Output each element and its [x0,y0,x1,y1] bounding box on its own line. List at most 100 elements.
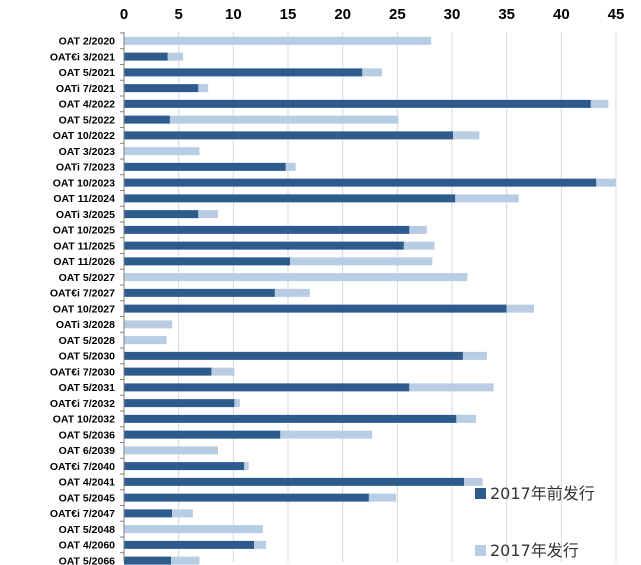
bar-segment-2017 [172,509,193,518]
bar-segment-pre2017 [124,556,172,565]
bar-segment-2017 [285,162,296,171]
bar-segment-2017 [124,273,468,282]
category-label: OAT 5/2031 [59,382,116,394]
bar-segment-2017 [403,241,435,250]
bar-segment-pre2017 [124,288,275,297]
bar-segment-pre2017 [124,241,404,250]
category-label: OATi 7/2023 [56,162,115,174]
bar-segment-2017 [124,525,263,534]
bar-segment-2017 [254,540,267,549]
legend-label-pre2017: 2017年前发行 [490,484,595,503]
bar-segment-pre2017 [124,225,410,234]
bar-segment-pre2017 [124,115,170,124]
x-tick-label: 0 [120,6,128,23]
bar-segment-2017 [198,84,209,93]
bar-segment-pre2017 [124,430,281,439]
category-label: OAT 5/2048 [59,524,116,536]
bar-segment-pre2017 [124,178,597,187]
bar-segment-pre2017 [124,194,456,203]
category-label: OAT 5/2030 [59,351,116,363]
bars [124,36,616,565]
bar-segment-2017 [171,556,200,565]
category-label: OAT€i 7/2047 [50,508,115,520]
y-axis-category-labels: OAT 2/2020 OAT€i 3/2021 OAT 5/2021 OATi 7/2… [50,36,115,565]
bar-segment-2017 [124,320,173,329]
bar-segment-pre2017 [124,68,363,77]
bar-segment-pre2017 [124,99,591,108]
bar-segment-pre2017 [124,131,454,140]
category-label: OAT 5/2021 [59,67,116,79]
category-label: OAT 5/2028 [59,335,116,347]
category-label: OAT€i 7/2030 [50,366,115,378]
bar-segment-2017 [453,131,480,140]
bar-segment-2017 [456,414,477,423]
bar-segment-2017 [124,147,200,156]
bar-segment-2017 [274,288,310,297]
bar-segment-2017 [462,351,487,360]
bar-segment-pre2017 [124,477,465,486]
category-label: OAT€i 7/2027 [50,288,115,300]
category-label: OAT 10/2022 [53,130,115,142]
category-label: OAT 4/2022 [59,99,116,111]
bar-segment-2017 [464,477,483,486]
bar-segment-2017 [409,225,427,234]
category-label: OAT€i 7/2040 [50,461,115,473]
y-axis [120,32,125,562]
bar-segment-2017 [124,446,219,455]
legend: 2017年前发行 2017年发行 [475,484,595,560]
category-label: OAT 10/2027 [53,303,115,315]
bar-segment-2017 [198,210,219,219]
category-label: OAT 6/2039 [59,445,116,457]
category-label: OAT 10/2032 [53,414,115,426]
bar-segment-pre2017 [124,84,199,93]
bar-segment-pre2017 [124,493,369,502]
category-label: OATi 7/2021 [56,83,115,95]
category-label: OATi 3/2025 [56,209,115,221]
bar-segment-2017 [362,68,383,77]
bar-segment-pre2017 [124,367,212,376]
x-axis-tick-labels: 0 5 10 15 20 25 30 35 40 45 [120,6,625,23]
bar-segment-2017 [167,52,184,61]
bar-segment-2017 [596,178,616,187]
bar-segment-pre2017 [124,257,291,266]
bar-segment-pre2017 [124,540,255,549]
category-label: OAT€i 7/2032 [50,398,115,410]
x-tick-label: 40 [553,6,570,23]
bar-segment-2017 [169,115,399,124]
legend-label-2017: 2017年发行 [490,541,579,560]
bar-segment-2017 [280,430,373,439]
category-label: OAT 11/2025 [53,240,115,252]
bar-segment-2017 [290,257,433,266]
bar-segment-2017 [590,99,609,108]
bar-segment-pre2017 [124,210,199,219]
x-tick-label: 5 [174,6,182,23]
x-tick-label: 10 [225,6,242,23]
category-label: OAT 5/2045 [59,492,116,504]
category-label: OAT 5/2027 [59,272,116,284]
bar-segment-2017 [368,493,397,502]
bar-segment-2017 [211,367,235,376]
bar-segment-2017 [506,304,534,313]
bar-segment-2017 [244,462,249,471]
bar-segment-pre2017 [124,304,507,313]
bar-segment-pre2017 [124,399,235,408]
category-label: OAT 10/2023 [53,177,115,189]
x-tick-label: 35 [498,6,515,23]
bar-segment-2017 [455,194,519,203]
category-label: OAT 11/2024 [53,193,115,205]
bar-segment-2017 [124,36,432,45]
category-label: OAT 3/2023 [59,146,116,158]
category-label: OAT 4/2041 [59,477,116,489]
x-tick-label: 25 [389,6,406,23]
category-label: OAT 5/2022 [59,114,116,126]
x-tick-label: 30 [444,6,461,23]
category-label: OAT 5/2066 [59,555,116,565]
x-tick-label: 20 [334,6,351,23]
category-label: OAT€i 3/2021 [50,51,115,63]
x-tick-label: 15 [280,6,297,23]
bar-segment-pre2017 [124,509,173,518]
category-label: OATi 3/2028 [56,319,115,331]
bar-segment-pre2017 [124,414,457,423]
bar-segment-2017 [124,336,167,345]
